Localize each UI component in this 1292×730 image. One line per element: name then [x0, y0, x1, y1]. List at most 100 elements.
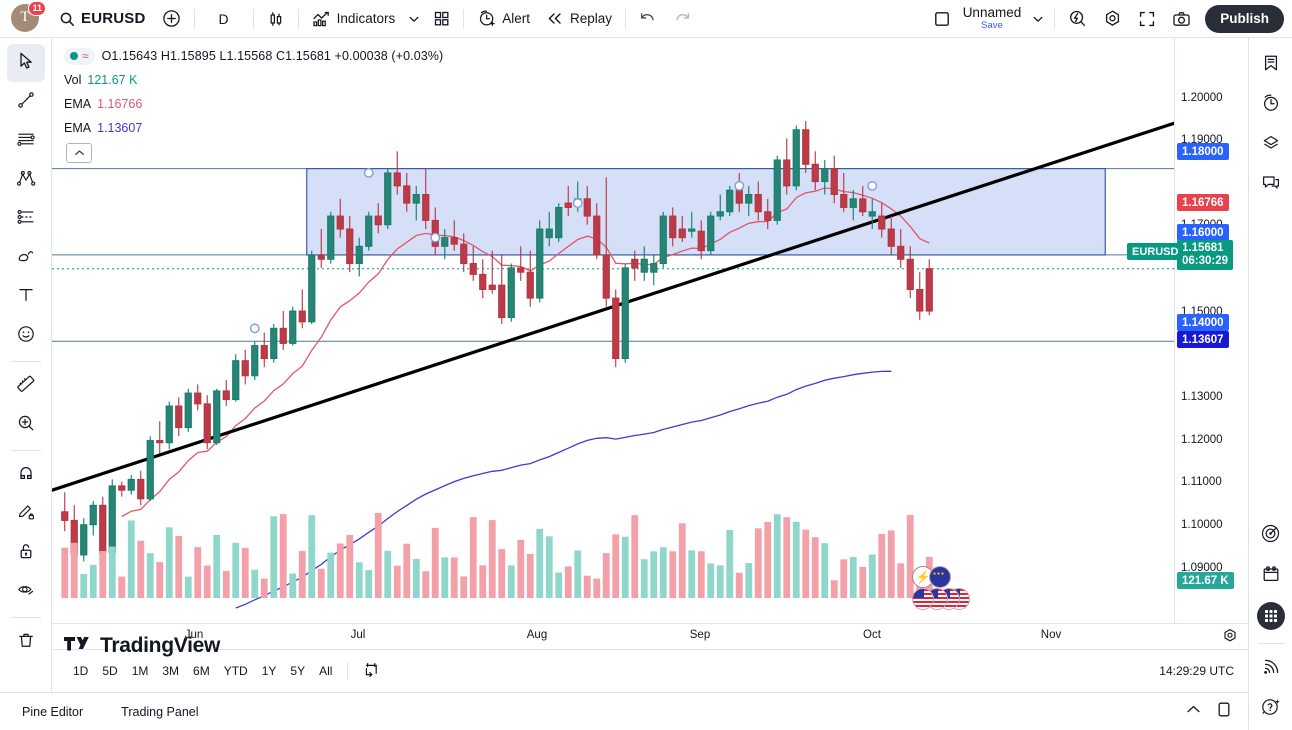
- redo-button[interactable]: [665, 4, 699, 34]
- watermark-text: TradingView: [100, 634, 221, 657]
- range-5d-button[interactable]: 5D: [102, 664, 118, 678]
- price-level-114-badge[interactable]: 1.14000: [1177, 314, 1229, 331]
- legend-ema-slow-row[interactable]: EMA 1.13607: [64, 116, 443, 140]
- layout-name-button[interactable]: Unnamed Save: [957, 6, 1028, 30]
- chart-clock[interactable]: 14:29:29 UTC: [1159, 664, 1234, 678]
- goto-date-button[interactable]: [356, 658, 387, 684]
- price-pane[interactable]: [52, 38, 1174, 623]
- layout-dropdown-button[interactable]: [1027, 4, 1049, 34]
- broadcast-panel-button[interactable]: [1253, 650, 1289, 688]
- range-1d-button[interactable]: 1D: [73, 664, 89, 678]
- symbol-price-tag[interactable]: EURUSD: [1127, 243, 1184, 260]
- legend-ema-fast-row[interactable]: EMA 1.16766: [64, 92, 443, 116]
- fullscreen-button[interactable]: [1130, 4, 1164, 34]
- alert-button[interactable]: Alert: [469, 4, 538, 34]
- interval-label: D: [218, 10, 229, 27]
- toolbar-divider: [10, 617, 41, 618]
- apps-panel-button[interactable]: [1253, 597, 1289, 635]
- left-drawing-toolbar: [0, 38, 52, 692]
- maximize-panel-button[interactable]: [1216, 701, 1232, 723]
- trend-line-tool[interactable]: [7, 83, 45, 121]
- pine-editor-tab[interactable]: Pine Editor: [22, 704, 84, 719]
- ema-slow-badge[interactable]: 1.13607: [1177, 331, 1229, 348]
- zoom-in-tool[interactable]: [7, 406, 45, 444]
- magnet-tool[interactable]: [7, 456, 45, 494]
- ideas-panel-button[interactable]: [1253, 517, 1289, 555]
- legend-volume-value: 121.67 K: [87, 73, 138, 87]
- interval-button[interactable]: D: [200, 4, 248, 34]
- pitchfork-icon: [16, 168, 36, 193]
- range-3m-button[interactable]: 3M: [162, 664, 180, 678]
- add-symbol-button[interactable]: [154, 4, 189, 34]
- candlestick-chart-canvas[interactable]: [52, 38, 1174, 623]
- time-tick: Jun: [184, 629, 204, 641]
- hide-drawings-tool[interactable]: [7, 573, 45, 611]
- quick-search-button[interactable]: [1060, 4, 1095, 34]
- legend-main-row[interactable]: ≈ O1.15643 H1.15895 L1.15568 C1.15681 +0…: [64, 44, 443, 68]
- calendar-panel-button[interactable]: [1253, 557, 1289, 595]
- layout-checkbox-button[interactable]: [927, 4, 957, 34]
- panel-collapse-button[interactable]: [1185, 703, 1202, 721]
- range-1m-button[interactable]: 1M: [131, 664, 149, 678]
- notification-badge[interactable]: 11: [28, 0, 46, 16]
- user-avatar[interactable]: T 11: [11, 0, 46, 34]
- chat-bubbles-icon: [1261, 173, 1281, 198]
- us-flag-event-1[interactable]: [912, 588, 934, 610]
- chart-settings-button[interactable]: [1095, 4, 1130, 34]
- emoji-tool[interactable]: [7, 317, 45, 355]
- pitchfork-tool[interactable]: [7, 161, 45, 199]
- range-6m-button[interactable]: 6M: [193, 664, 210, 678]
- legend-volume-row[interactable]: Vol 121.67 K: [64, 68, 443, 92]
- price-tick: 1.10000: [1181, 519, 1223, 531]
- trading-panel-tab[interactable]: Trading Panel: [121, 704, 199, 719]
- chart-region: ≈ O1.15643 H1.15895 L1.15568 C1.15681 +0…: [52, 38, 1248, 692]
- range-all-button[interactable]: All: [319, 664, 333, 678]
- bottom-status-bar: Pine Editor Trading Panel: [0, 692, 1248, 730]
- range-1y-button[interactable]: 1Y: [261, 664, 277, 678]
- remove-drawings-tool[interactable]: [7, 623, 45, 661]
- alert-label: Alert: [502, 11, 530, 26]
- calendar-icon: [1261, 564, 1281, 589]
- layout-save-link[interactable]: Save: [981, 19, 1003, 31]
- data-window-panel-button[interactable]: [1253, 126, 1289, 164]
- chart-type-button[interactable]: [259, 4, 293, 34]
- undo-button[interactable]: [631, 4, 665, 34]
- measure-tool[interactable]: [7, 367, 45, 405]
- price-level-118-badge[interactable]: 1.18000: [1177, 143, 1229, 160]
- lock-drawings-tool[interactable]: [7, 534, 45, 572]
- time-axis[interactable]: Jun Jul Aug Sep Oct Nov: [52, 623, 1248, 649]
- symbol-search-button[interactable]: EURUSD: [51, 4, 154, 34]
- signal-waves-icon: [1261, 657, 1281, 682]
- pane-collapse-button[interactable]: [66, 143, 92, 163]
- drawing-mode-tool[interactable]: [7, 495, 45, 533]
- magnifier-plus-icon: [16, 413, 36, 438]
- range-5y-button[interactable]: 5Y: [290, 664, 306, 678]
- cursor-arrow-icon: [16, 51, 36, 76]
- publish-button[interactable]: Publish: [1205, 4, 1284, 33]
- current-price-badge[interactable]: 1.15681 06:30:29: [1177, 240, 1234, 270]
- price-level-116-badge[interactable]: 1.16000: [1177, 224, 1229, 241]
- indicators-button[interactable]: Indicators: [304, 4, 404, 34]
- help-panel-button[interactable]: [1253, 690, 1289, 728]
- price-scale[interactable]: 1.20000 1.19000 1.17000 1.15000 1.13000 …: [1174, 38, 1248, 623]
- time-tick: Sep: [689, 629, 711, 641]
- range-ytd-button[interactable]: YTD: [223, 664, 248, 678]
- eu-flag-event[interactable]: [929, 566, 951, 588]
- cursor-tool[interactable]: [6, 44, 45, 82]
- candlestick-icon: [267, 10, 285, 28]
- alerts-panel-button[interactable]: [1253, 86, 1289, 124]
- watchlist-panel-button[interactable]: [1253, 46, 1289, 84]
- legend-ema-slow-value: 1.13607: [97, 121, 143, 135]
- snapshot-button[interactable]: [1164, 4, 1199, 34]
- brush-tool[interactable]: [7, 239, 45, 277]
- indicators-dropdown-button[interactable]: [403, 4, 425, 34]
- volume-value-badge[interactable]: 121.67 K: [1177, 572, 1234, 589]
- text-tool[interactable]: [7, 278, 45, 316]
- pattern-tool[interactable]: [7, 200, 45, 238]
- horizontal-lines-tool[interactable]: [7, 122, 45, 160]
- chat-panel-button[interactable]: [1253, 166, 1289, 204]
- indicator-templates-button[interactable]: [425, 4, 458, 34]
- replay-button[interactable]: Replay: [538, 4, 620, 34]
- time-axis-settings-button[interactable]: [1222, 628, 1238, 649]
- ema-fast-badge[interactable]: 1.16766: [1177, 194, 1229, 211]
